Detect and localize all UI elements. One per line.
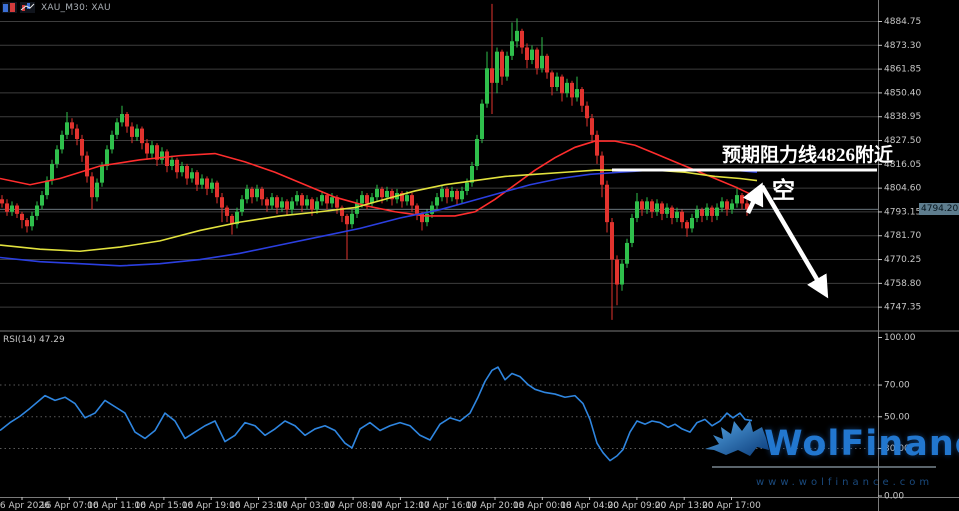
price-axis-label: 4747.35 bbox=[884, 303, 921, 313]
time-axis-label: 17 Apr 12:00 bbox=[371, 501, 430, 511]
wolf-logo-icon bbox=[705, 420, 769, 456]
time-axis-label: 18 Apr 04:00 bbox=[560, 501, 619, 511]
time-axis-label: 17 Apr 20:00 bbox=[466, 501, 525, 511]
time-axis-label: 16 Apr 2026 bbox=[0, 501, 50, 511]
time-axis-label: 20 Apr 17:00 bbox=[702, 501, 761, 511]
price-axis-label: 4884.75 bbox=[884, 17, 921, 27]
rsi-axis-label: 0.00 bbox=[884, 492, 904, 502]
watermark-brand: WolFinance bbox=[764, 424, 959, 464]
time-axis-label: 16 Apr 23:00 bbox=[229, 501, 288, 511]
price-gridlines bbox=[0, 21, 878, 308]
time-axis-label: 16 Apr 19:00 bbox=[182, 501, 241, 511]
time-axis-label: 20 Apr 13:00 bbox=[655, 501, 714, 511]
price-axis-label: 4827.50 bbox=[884, 136, 921, 146]
price-axis-label: 4850.40 bbox=[884, 88, 921, 98]
short-arrow[interactable] bbox=[742, 182, 829, 299]
rsi-axis-label: 50.00 bbox=[884, 412, 910, 422]
price-axis[interactable]: 4884.75 4873.30 4861.85 4850.40 4838.95 4827.… bbox=[878, 17, 921, 502]
price-axis-label: 4804.60 bbox=[884, 184, 921, 194]
chart-mini-icon bbox=[2, 2, 17, 13]
price-axis-label: 4838.95 bbox=[884, 112, 921, 122]
rsi-axis-label: 100.00 bbox=[884, 333, 916, 343]
time-axis-label: 17 Apr 08:00 bbox=[324, 501, 383, 511]
time-axis-label: 17 Apr 03:00 bbox=[276, 501, 335, 511]
resistance-annotation-text[interactable]: 预期阻力线4826附近 bbox=[722, 145, 894, 166]
current-price-tag: 4794.20 bbox=[919, 203, 959, 215]
price-axis-label: 4816.05 bbox=[884, 160, 921, 170]
price-axis-label: 4873.30 bbox=[884, 41, 921, 51]
time-axis-label: 20 Apr 09:00 bbox=[608, 501, 667, 511]
symbol-bar: XAU_M30: XAU bbox=[2, 2, 111, 13]
watermark-underline bbox=[712, 466, 936, 468]
rsi-axis-label: 70.00 bbox=[884, 381, 910, 391]
price-axis-label: 4793.15 bbox=[884, 207, 921, 217]
time-axis-label: 16 Apr 11:00 bbox=[87, 501, 146, 511]
price-axis-label: 4758.80 bbox=[884, 279, 921, 289]
price-axis-label: 4781.70 bbox=[884, 231, 921, 241]
short-annotation-text[interactable]: 空 bbox=[772, 178, 795, 203]
ma_red-line bbox=[0, 140, 758, 217]
indicator-label: RSI(14) 47.29 bbox=[3, 335, 65, 345]
rsi-axis-label: 30.00 bbox=[884, 444, 910, 454]
watermark-url: www.wolfinance.com bbox=[756, 477, 934, 488]
price-axis-label: 4770.25 bbox=[884, 255, 921, 265]
price-axis-label: 4861.85 bbox=[884, 65, 921, 75]
time-axis-label: 16 Apr 07:00 bbox=[40, 501, 99, 511]
time-axis-label: 16 Apr 15:00 bbox=[135, 501, 194, 511]
candles-mini-icon bbox=[20, 2, 35, 13]
time-axis-label: 17 Apr 16:00 bbox=[418, 501, 477, 511]
time-axis-label: 18 Apr 00:00 bbox=[513, 501, 572, 511]
symbol-label: XAU_M30: XAU bbox=[41, 2, 111, 13]
rsi-line bbox=[0, 366, 753, 462]
candles bbox=[0, 3, 749, 320]
